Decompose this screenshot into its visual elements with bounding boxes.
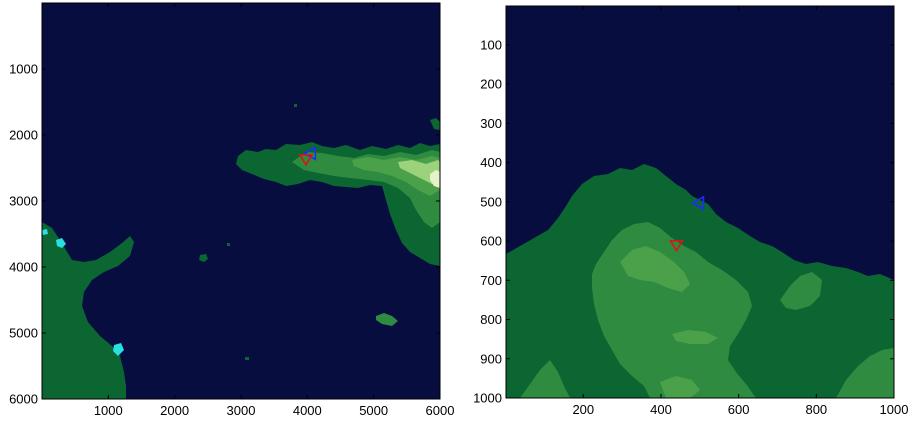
left-map-image <box>42 3 440 399</box>
left-markers <box>298 146 317 167</box>
sicily-highland <box>398 160 440 184</box>
x-tick-label: 200 <box>572 402 594 417</box>
y-tick-label: 1000 <box>9 61 38 76</box>
right-map-image <box>506 6 894 398</box>
x-tick-label: 400 <box>650 402 672 417</box>
x-tick-label: 4000 <box>293 403 322 418</box>
interior-hills <box>836 348 894 398</box>
y-tick-label: 2000 <box>9 127 38 142</box>
island <box>294 104 297 107</box>
sea-area <box>42 3 440 399</box>
y-tick-label: 4000 <box>9 259 38 274</box>
x-tick-label: 3000 <box>227 403 256 418</box>
y-tick-label: 500 <box>480 194 502 209</box>
cyan-shoal <box>113 343 124 356</box>
interior-upland <box>620 246 690 292</box>
x-tick-label: 6000 <box>426 403 455 418</box>
island <box>245 357 249 360</box>
x-tick-label: 1000 <box>94 403 123 418</box>
y-tick-label: 200 <box>480 77 502 92</box>
interior-upland <box>660 376 700 398</box>
x-tick-label: 600 <box>728 402 750 417</box>
triangle-left-marker <box>690 195 705 211</box>
y-tick-label: 6000 <box>9 392 38 407</box>
left-map-panel: 1000 2000 3000 4000 5000 6000 1000 2000 3000 4000… <box>9 2 454 418</box>
y-tick-label: 3000 <box>9 193 38 208</box>
triangle-left-marker <box>302 146 317 161</box>
left-axis-ticks: 1000 2000 3000 4000 5000 6000 1000 2000 3000 4000… <box>9 3 454 418</box>
etna-peak <box>430 170 440 188</box>
interior-upland <box>672 330 718 344</box>
x-tick-label: 1000 <box>880 402 909 417</box>
island <box>199 254 208 262</box>
y-tick-label: 700 <box>480 273 502 288</box>
triangle-down-marker <box>298 154 314 167</box>
right-markers <box>669 195 705 253</box>
island <box>376 313 398 326</box>
cyan-shoal <box>42 229 48 235</box>
x-tick-label: 800 <box>805 402 827 417</box>
y-tick-label: 300 <box>480 116 502 131</box>
interior-hills <box>520 360 570 398</box>
y-tick-label: 1000 <box>473 391 502 406</box>
y-tick-label: 800 <box>480 312 502 327</box>
y-tick-label: 900 <box>480 351 502 366</box>
cyan-shoal <box>56 238 66 248</box>
right-map-panel: 200 400 600 800 1000 100 200 300 400 500 600 700 800… <box>473 5 908 417</box>
right-axis-ticks: 200 400 600 800 1000 100 200 300 400 500 600 700 800… <box>473 6 908 417</box>
y-tick-label: 100 <box>480 37 502 52</box>
tunisia-landmass <box>42 222 134 399</box>
y-tick-label: 600 <box>480 234 502 249</box>
interior-hills <box>780 272 822 310</box>
island <box>227 243 230 246</box>
x-tick-label: 2000 <box>160 403 189 418</box>
y-tick-label: 400 <box>480 155 502 170</box>
y-tick-label: 5000 <box>9 325 38 340</box>
triangle-down-marker <box>669 240 684 253</box>
x-tick-label: 5000 <box>359 403 388 418</box>
island <box>430 118 440 130</box>
